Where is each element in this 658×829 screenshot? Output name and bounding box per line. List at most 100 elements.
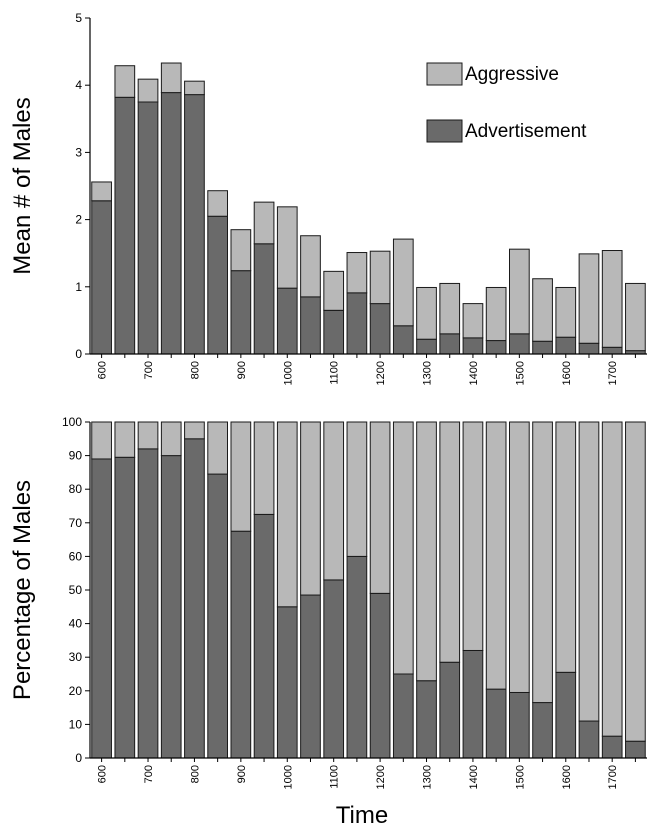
legend-label-advertisement: Advertisement [465, 121, 587, 142]
bar-aggressive [416, 421, 437, 682]
y-tick-label: 5 [75, 11, 82, 25]
y-tick-label: 100 [62, 415, 82, 429]
x-axis-title: Time [336, 802, 388, 829]
y-tick-label: 4 [75, 78, 82, 92]
bar-advertisement [323, 309, 345, 355]
x-tick-label: 1400 [468, 765, 480, 789]
x-tick-label: 800 [189, 361, 201, 379]
bar-advertisement [439, 333, 461, 355]
x-tick-label: 800 [189, 765, 201, 783]
legend-swatch-aggressive [426, 62, 463, 86]
bar-advertisement [485, 340, 507, 355]
bar-advertisement [137, 101, 159, 355]
bar-advertisement [462, 337, 484, 355]
bar-advertisement [276, 287, 298, 355]
bar-aggressive [300, 235, 321, 298]
y-tick-label: 40 [69, 617, 83, 631]
x-tick-label: 1600 [561, 765, 573, 789]
bar-aggressive [369, 421, 391, 594]
bar-aggressive [555, 421, 577, 673]
y-tick-label: 70 [69, 516, 83, 530]
bar-aggressive [91, 181, 112, 202]
bar-advertisement [485, 688, 507, 759]
bar-advertisement [509, 691, 530, 759]
bar-aggressive [578, 421, 600, 722]
bar-aggressive [184, 421, 205, 440]
bar-aggressive [578, 253, 600, 344]
x-tick-label: 700 [143, 361, 155, 379]
bar-advertisement [532, 702, 553, 759]
bar-advertisement [160, 92, 182, 355]
bar-advertisement [392, 325, 414, 355]
bar-aggressive [462, 303, 484, 339]
bar-advertisement [555, 336, 577, 355]
bar-aggressive [276, 421, 298, 608]
bar-aggressive [346, 252, 368, 294]
bar-advertisement [91, 200, 112, 355]
bar-aggressive [439, 282, 461, 335]
legend: Aggressive Advertisement [426, 62, 587, 143]
x-tick-label: 1700 [607, 765, 619, 789]
bar-aggressive [253, 421, 275, 515]
bar-aggressive [509, 248, 530, 335]
bar-aggressive [601, 421, 623, 737]
x-tick-label: 700 [143, 765, 155, 783]
legend-swatch-advertisement [426, 119, 463, 143]
x-tick-label: 1200 [375, 765, 387, 789]
bar-advertisement [323, 579, 345, 759]
bar-aggressive [439, 421, 461, 663]
bar-aggressive [462, 421, 484, 651]
bar-aggressive [369, 250, 391, 305]
bar-advertisement [416, 680, 437, 759]
bar-advertisement [300, 296, 321, 355]
bar-advertisement [369, 592, 391, 759]
x-tick-label: 1300 [422, 361, 434, 385]
x-tick-label: 1700 [607, 361, 619, 385]
bar-aggressive [485, 421, 507, 690]
bar-aggressive [114, 65, 136, 98]
bar-advertisement [439, 661, 461, 759]
y-tick-label: 50 [69, 583, 83, 597]
bar-advertisement [555, 671, 577, 759]
bar-advertisement [114, 456, 136, 759]
bar-aggressive [253, 201, 275, 245]
x-tick-label: 1000 [282, 765, 294, 789]
bar-advertisement [578, 342, 600, 355]
bar-aggressive [346, 421, 368, 557]
bar-advertisement [462, 649, 484, 759]
bar-advertisement [346, 555, 368, 759]
bar-advertisement [532, 340, 553, 355]
bar-aggressive [601, 250, 623, 348]
x-tick-label: 900 [236, 361, 248, 379]
bar-advertisement [184, 438, 205, 759]
bar-aggressive [532, 278, 553, 342]
y-tick-label: 2 [75, 213, 82, 227]
bar-advertisement [625, 740, 646, 759]
bar-aggressive [91, 421, 112, 460]
x-tick-label: 1000 [282, 361, 294, 385]
x-tick-label: 1300 [422, 765, 434, 789]
bar-aggressive [184, 80, 205, 96]
x-tick-label: 1500 [514, 361, 526, 385]
bar-aggressive [625, 421, 646, 742]
x-tick-label: 1100 [329, 765, 341, 789]
bar-advertisement [230, 270, 252, 355]
x-tick-label: 1200 [375, 361, 387, 385]
bar-advertisement [416, 338, 437, 355]
bar-advertisement [160, 455, 182, 759]
y-tick-label: 90 [69, 449, 83, 463]
bar-aggressive [230, 421, 252, 532]
x-tick-label: 1400 [468, 361, 480, 385]
y-tick-label: 0 [75, 347, 82, 361]
bar-aggressive [276, 206, 298, 289]
bar-advertisement [230, 530, 252, 759]
y-axis-title: Percentage of Males [9, 480, 36, 700]
y-tick-label: 60 [69, 549, 83, 563]
x-tick-label: 600 [97, 361, 109, 379]
y-tick-label: 10 [69, 717, 83, 731]
bar-aggressive [160, 421, 182, 457]
bar-aggressive [160, 62, 182, 94]
bar-aggressive [114, 421, 136, 458]
bar-advertisement [369, 303, 391, 355]
